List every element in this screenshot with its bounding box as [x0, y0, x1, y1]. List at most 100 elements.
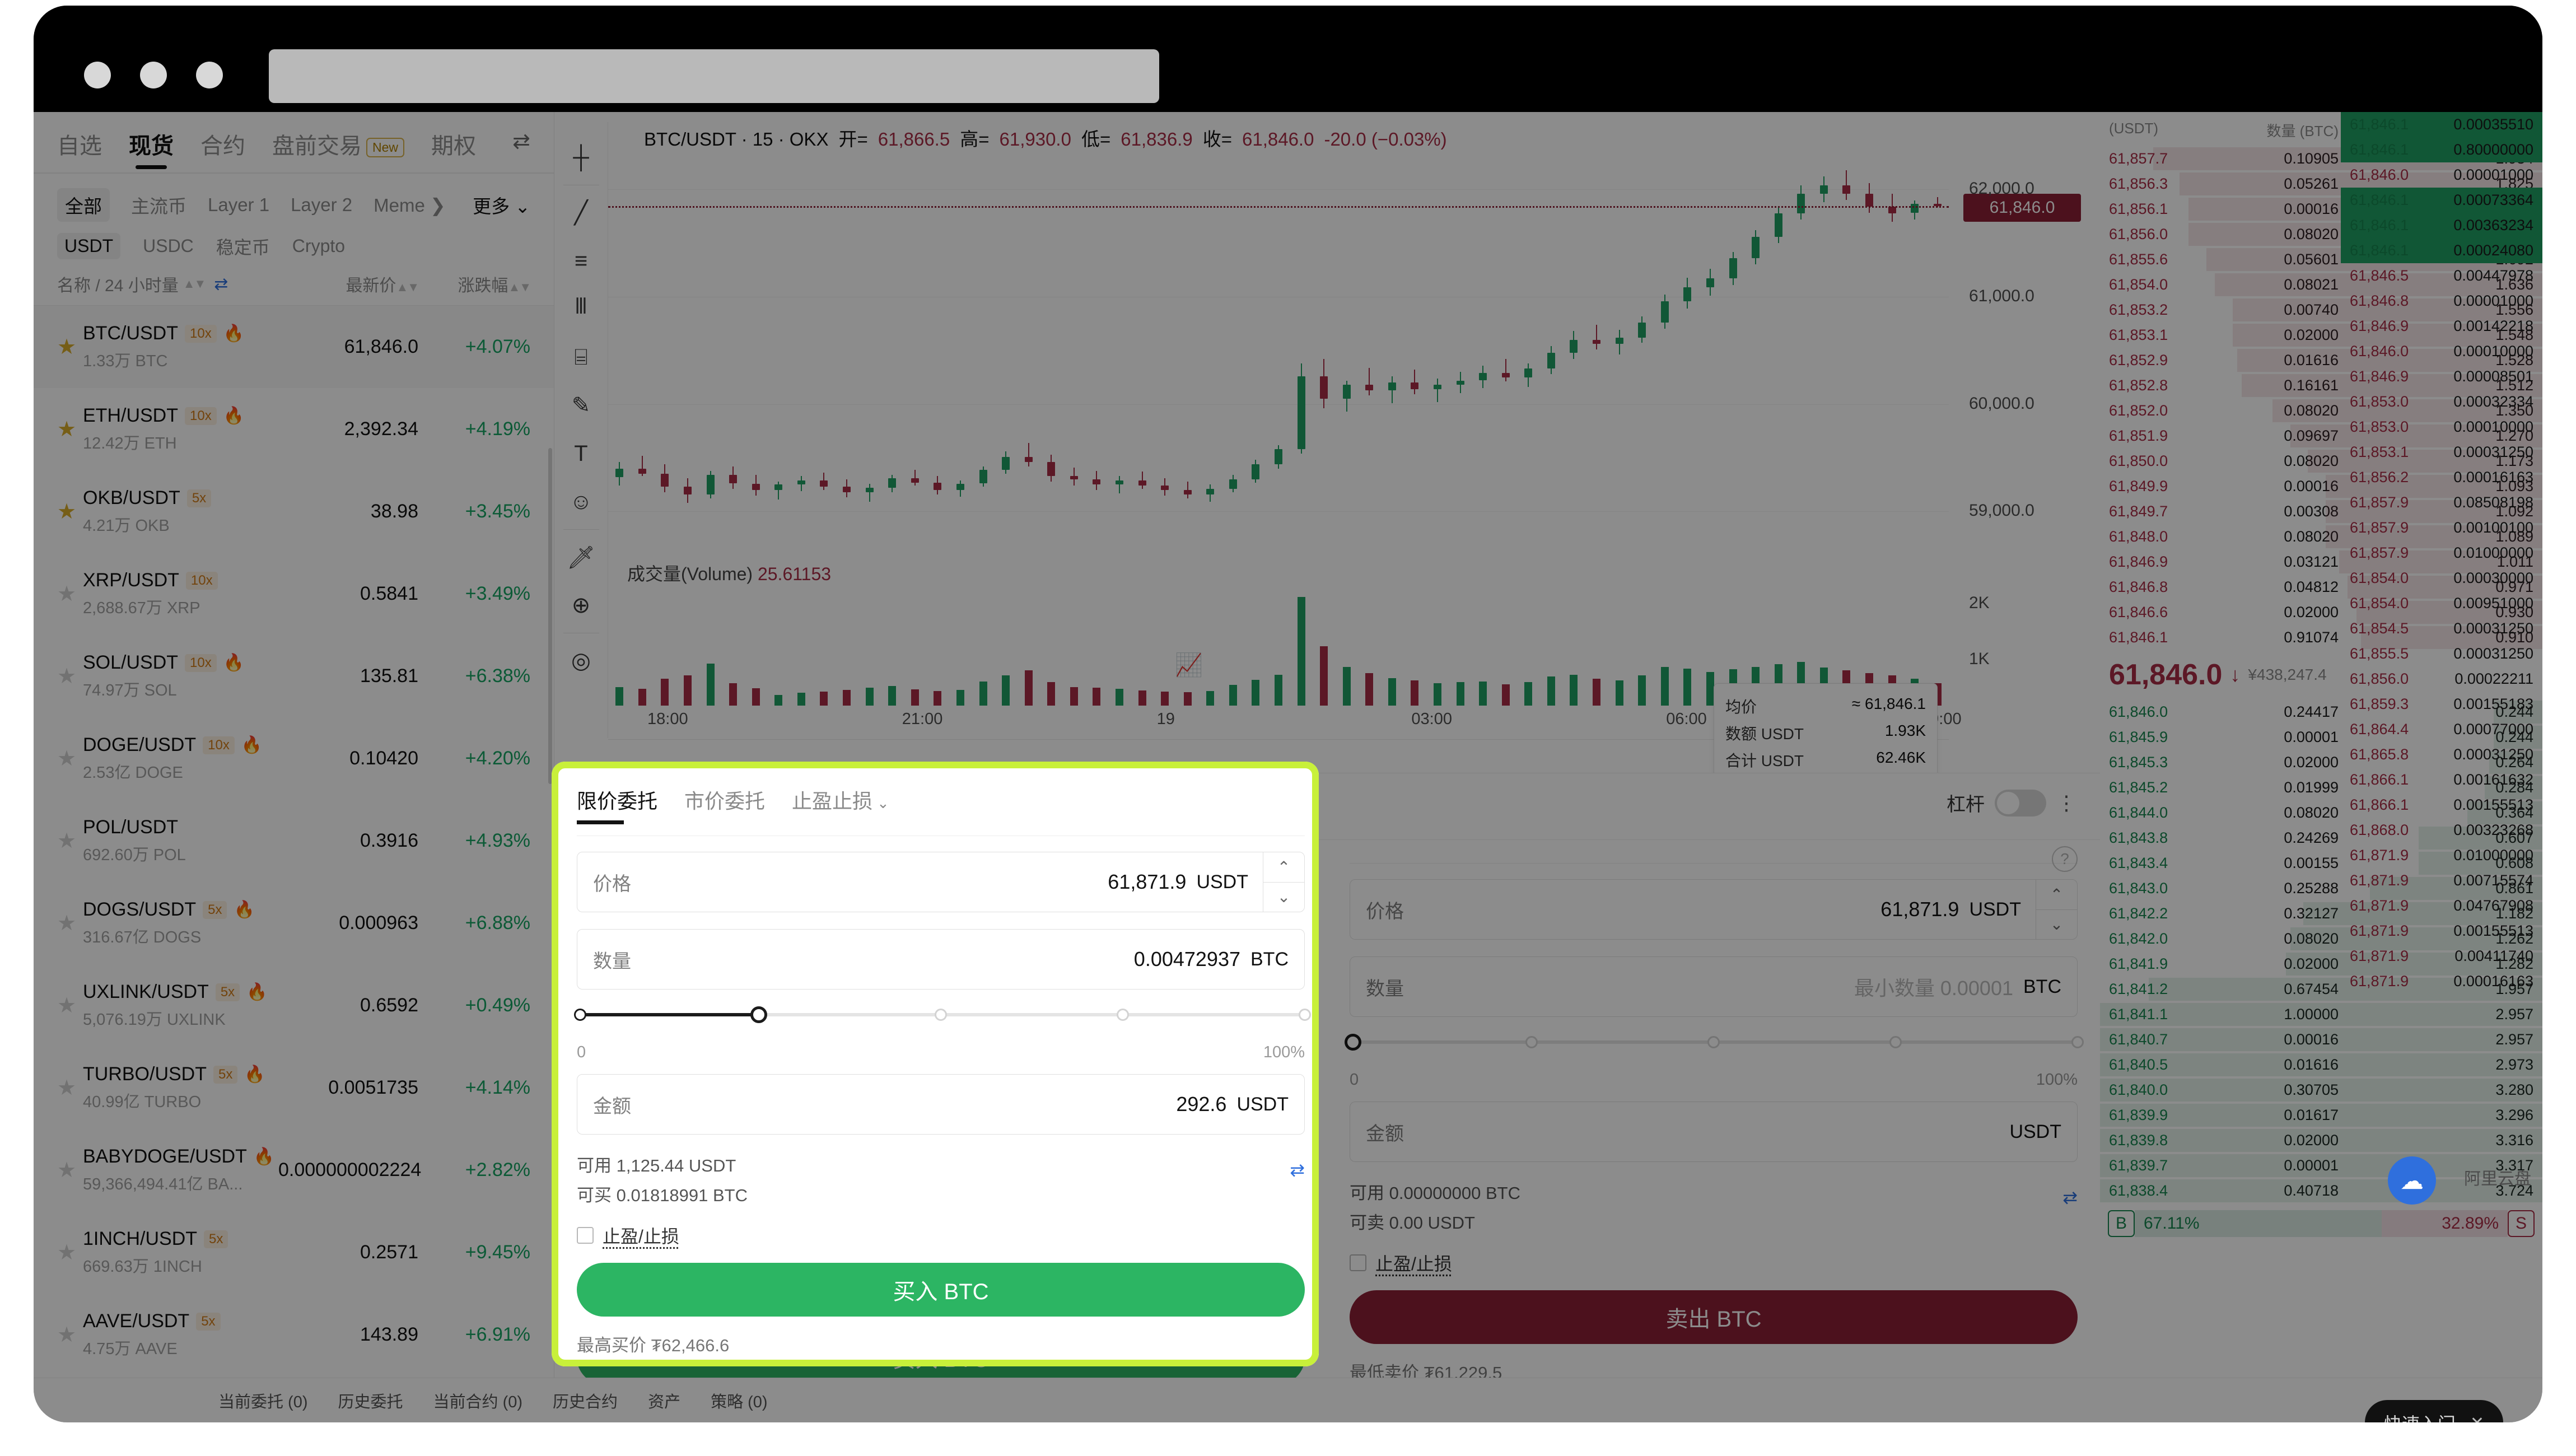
favorite-star-icon[interactable]: ★ [57, 418, 77, 441]
order-book-row[interactable]: 61,846.8 0.04812 0.971 [2100, 575, 2542, 600]
sell-total-field[interactable]: 金额 USDT [1350, 1102, 2078, 1162]
close-icon[interactable]: ✕ [2470, 1413, 2484, 1423]
market-tab-spot[interactable]: 现货 [129, 128, 174, 172]
order-type-limit[interactable]: 限价委托 [577, 785, 657, 825]
order-book-row[interactable]: 61,842.0 0.08020 1.262 [2100, 926, 2542, 951]
sell-amount-field[interactable]: 数量 最小数量 0.00001 BTC [1350, 956, 2078, 1017]
order-book-row[interactable]: 61,851.9 0.09697 1.270 [2100, 423, 2542, 449]
order-book-row[interactable]: 61,839.8 0.02000 3.316 [2100, 1128, 2542, 1153]
sort-icon[interactable]: ▲▼ [183, 277, 207, 291]
market-scrollbar[interactable] [548, 448, 552, 784]
order-book-bids[interactable]: 61,846.0 0.24417 0.244 61,845.9 0.00001 0.244… [2100, 699, 2542, 1203]
sell-price-stepper[interactable]: ⌃ ⌄ [2036, 880, 2077, 939]
col-price[interactable]: 最新价▲▼ [346, 277, 419, 295]
bottom-bar-item[interactable]: 历史合约 [553, 1393, 618, 1411]
market-list-item[interactable]: ★ OKB/USDT 5x 4.21万 OKB 38.98 +3.45% [34, 470, 554, 553]
crosshair-icon[interactable]: ┼ [573, 144, 589, 170]
order-book-row[interactable]: 61,841.9 0.02000 1.282 [2100, 951, 2542, 977]
sell-amount-slider[interactable] [1345, 1029, 2084, 1068]
category-more-button[interactable]: 更多 ⌄ [473, 196, 530, 217]
favorite-star-icon[interactable]: ★ [57, 912, 77, 935]
buy-price-field[interactable]: 价格 61,871.9 USDT ⌃ ⌄ [577, 852, 1305, 912]
sort-icon[interactable]: ▲▼ [508, 280, 531, 294]
sort-icon[interactable]: ▲▼ [396, 280, 419, 294]
order-book-row[interactable]: 61,849.7 0.00308 1.092 [2100, 499, 2542, 524]
order-book-row[interactable]: 61,846.9 0.03121 1.011 [2100, 549, 2542, 575]
refresh-icon[interactable]: ⇄ [512, 130, 530, 153]
favorite-star-icon[interactable]: ★ [57, 1076, 77, 1100]
slider-node-75[interactable] [1117, 1009, 1129, 1021]
favorite-star-icon[interactable]: ★ [57, 994, 77, 1018]
sell-tpsl-checkbox[interactable] [1350, 1254, 1366, 1272]
market-tab-premarket[interactable]: 盘前交易 New [272, 128, 405, 172]
quote-crypto[interactable]: Crypto [292, 236, 346, 256]
order-book-row[interactable]: 61,838.4 0.40718 3.724 [2100, 1178, 2542, 1203]
market-list-item[interactable]: ★ TURBO/USDT 5x 🔥 40.99亿 TURBO 0.0051735 +4.14… [34, 1047, 554, 1129]
market-list-item[interactable]: ★ BTC/USDT 10x 🔥 1.33万 BTC 61,846.0 +4.07% [34, 306, 554, 388]
stepper-down-icon[interactable]: ⌄ [2050, 916, 2064, 934]
stepper-up-icon[interactable]: ⌃ [1263, 852, 1304, 883]
transfer-icon[interactable]: ⇄ [2062, 1187, 2078, 1207]
slider-node-100[interactable] [1299, 1009, 1311, 1021]
order-book-row[interactable]: 61,843.8 0.24269 0.607 [2100, 825, 2542, 851]
cloud-assistant-icon[interactable]: ☁ [2388, 1156, 2436, 1205]
pattern-icon[interactable]: ⌸ [574, 344, 588, 370]
market-list-item[interactable]: ★ POL/USDT 692.60万 POL 0.3916 +4.93% [34, 800, 554, 882]
order-book-row[interactable]: 61,846.0 0.24417 0.244 [2100, 699, 2542, 725]
order-book-row[interactable]: 61,841.1 1.00000 2.957 [2100, 1002, 2542, 1027]
order-book-row[interactable]: 61,852.9 0.01616 1.528 [2100, 348, 2542, 373]
window-close-button[interactable] [84, 62, 111, 88]
market-list-item[interactable]: ★ XRP/USDT 10x 2,688.67万 XRP 0.5841 +3.49% [34, 553, 554, 635]
slider-handle[interactable] [750, 1006, 767, 1023]
transfer-icon[interactable]: ⇄ [1290, 1160, 1305, 1180]
bottom-bar-item[interactable]: 策略 (0) [711, 1393, 768, 1411]
order-book-row[interactable]: 61,842.2 0.32127 1.182 [2100, 901, 2542, 926]
zoom-icon[interactable]: ⊕ [571, 593, 591, 618]
order-book-row[interactable]: 61,839.9 0.01617 3.296 [2100, 1103, 2542, 1128]
order-book-row[interactable]: 61,850.0 0.08020 1.173 [2100, 449, 2542, 474]
order-book-row[interactable]: 61,848.0 0.08020 1.089 [2100, 524, 2542, 549]
market-list-item[interactable]: ★ 1INCH/USDT 5x 669.63万 1INCH 0.2571 +9.45% [34, 1211, 554, 1294]
buy-total-field[interactable]: 金额 292.6 USDT [577, 1074, 1305, 1135]
order-book-row[interactable]: 61,843.0 0.25288 0.861 [2100, 876, 2542, 901]
slider-node-75[interactable] [1889, 1036, 1902, 1048]
order-book-row[interactable]: 61,845.3 0.02000 0.264 [2100, 750, 2542, 775]
fib-retracement-icon[interactable]: 𝍫 [575, 294, 587, 319]
order-book-row[interactable]: 61,846.1 0.91074 0.910 [2100, 625, 2542, 650]
favorite-star-icon[interactable]: ★ [57, 829, 77, 853]
candlestick-plot[interactable] [608, 168, 1949, 554]
price-axis[interactable]: 61,846.0 62,000.0 61,000.0 60,000.0 59,000.… [1949, 168, 2100, 706]
market-list-item[interactable]: ★ ETH/USDT 10x 🔥 12.42万 ETH 2,392.34 +4.19% [34, 388, 554, 470]
category-layer1[interactable]: Layer 1 [208, 194, 270, 215]
order-book-row[interactable]: 61,849.9 0.00016 1.093 [2100, 474, 2542, 499]
market-list[interactable]: ★ BTC/USDT 10x 🔥 1.33万 BTC 61,846.0 +4.07% ★ ETH… [34, 306, 554, 1376]
order-type-tpsl[interactable]: 止盈止损⌄ [792, 790, 889, 813]
order-book-row[interactable]: 61,853.1 0.02000 1.548 [2100, 323, 2542, 348]
market-list-item[interactable]: ★ UXLINK/USDT 5x 🔥 5,076.19万 UXLINK 0.6592 +0.… [34, 964, 554, 1047]
quote-usdc[interactable]: USDC [143, 236, 194, 256]
order-book-row[interactable]: 61,845.9 0.00001 0.244 [2100, 725, 2542, 750]
order-book-row[interactable]: 61,839.7 0.00001 3.317 [2100, 1153, 2542, 1178]
market-list-item[interactable]: ★ DOGE/USDT 10x 🔥 2.53亿 DOGE 0.10420 +4.20% [34, 717, 554, 800]
favorite-star-icon[interactable]: ★ [57, 1241, 77, 1264]
favorite-star-icon[interactable]: ★ [57, 582, 77, 606]
market-list-item[interactable]: ★ AAVE/USDT 5x 4.75万 AAVE 143.89 +6.91% [34, 1294, 554, 1376]
bottom-bar-item[interactable]: 历史委托 [338, 1393, 403, 1411]
window-minimize-button[interactable] [140, 62, 167, 88]
magnet-icon[interactable]: ◎ [571, 648, 591, 673]
favorite-star-icon[interactable]: ★ [57, 665, 77, 688]
buy-tpsl-checkbox[interactable] [577, 1227, 594, 1244]
text-tool-icon[interactable]: T [574, 441, 588, 466]
buy-tpsl-row[interactable]: 止盈/止损 [577, 1222, 1305, 1248]
market-tab-futures[interactable]: 合约 [200, 134, 245, 158]
emoji-icon[interactable]: ☺ [570, 489, 592, 514]
col-change[interactable]: 涨跌幅▲▼ [458, 277, 531, 295]
market-list-item[interactable]: ★ SOL/USDT 10x 🔥 74.97万 SOL 135.81 +6.38% [34, 635, 554, 717]
favorite-star-icon[interactable]: ★ [57, 747, 77, 771]
leverage-toggle[interactable] [1995, 789, 2046, 816]
slider-node-50[interactable] [1707, 1036, 1720, 1048]
quickstart-toast[interactable]: 快速入门 ✕ [2364, 1400, 2503, 1423]
slider-node-100[interactable] [2071, 1036, 2084, 1048]
order-book-row[interactable]: 61,852.8 0.16161 1.512 [2100, 373, 2542, 398]
order-type-market[interactable]: 市价委托 [684, 790, 766, 813]
